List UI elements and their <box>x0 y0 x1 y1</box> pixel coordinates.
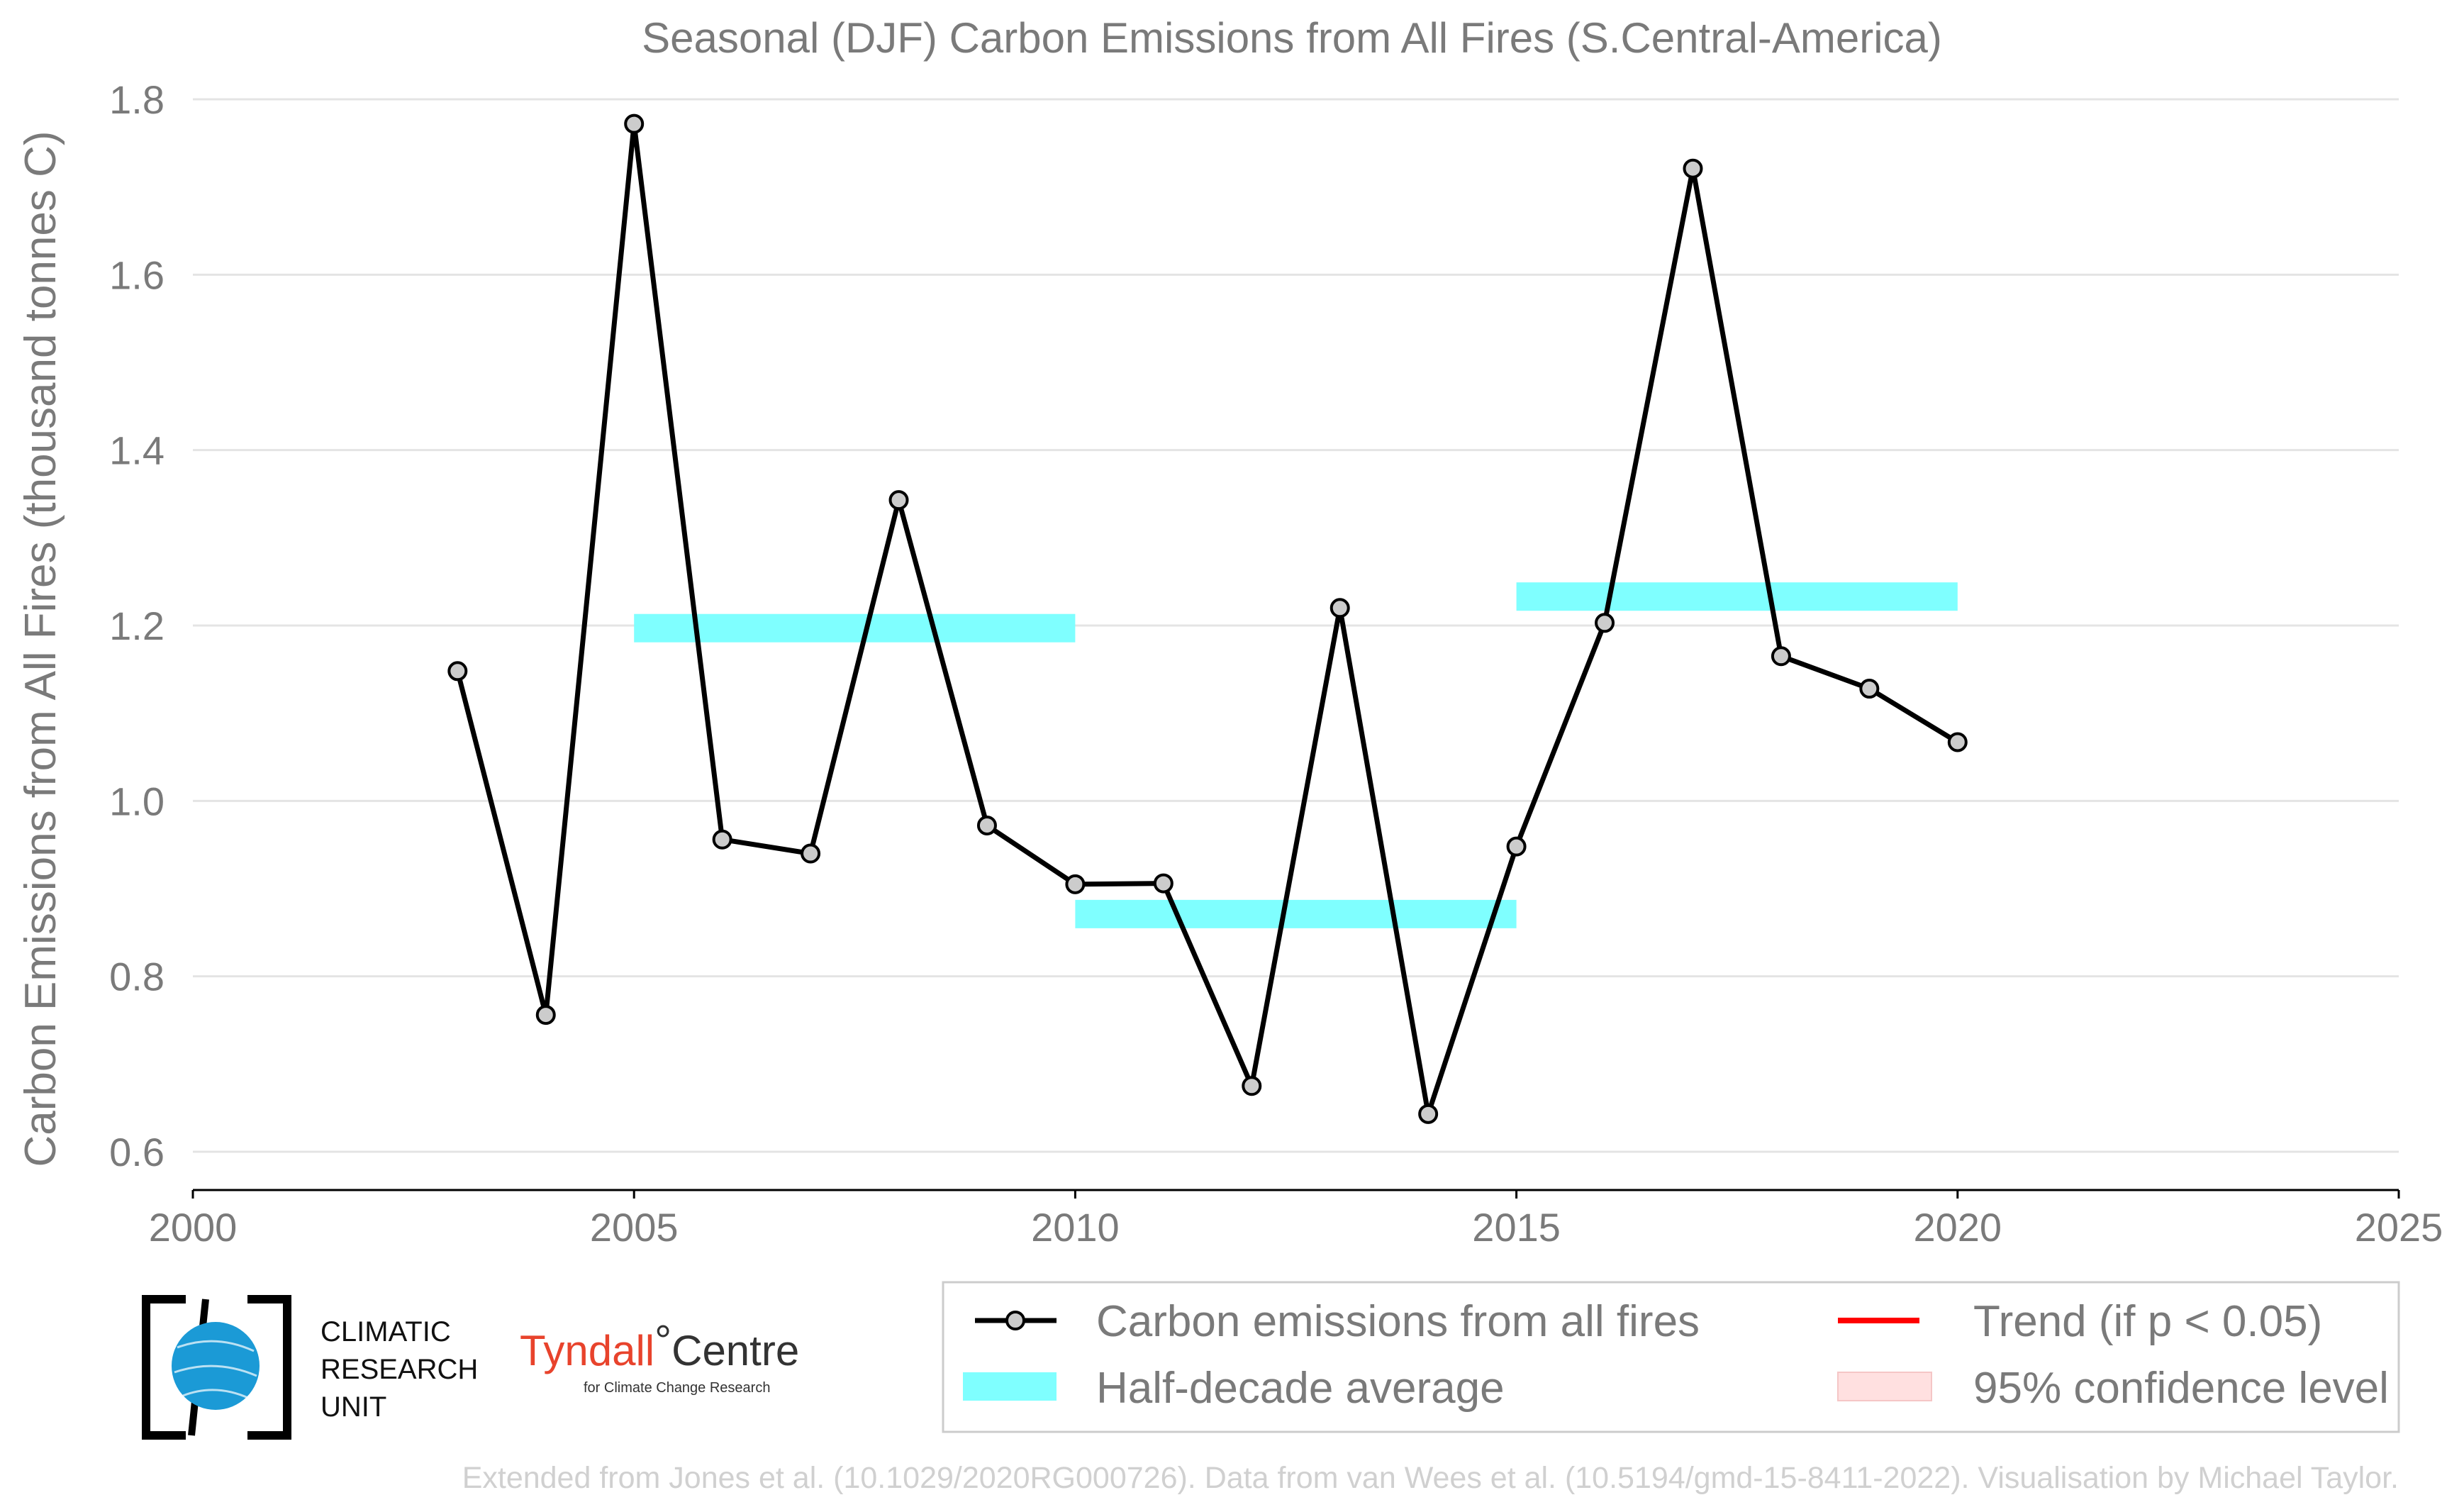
legend-label-half-decade: Half-decade average <box>1096 1364 1505 1413</box>
y-tick-label-0.8: 0.8 <box>109 955 165 999</box>
chart-title: Seasonal (DJF) Carbon Emissions from All… <box>642 14 1942 62</box>
data-point-2016 <box>1595 613 1615 633</box>
data-point-2018 <box>1771 646 1791 667</box>
cru-line-1: CLIMATIC <box>320 1316 451 1347</box>
y-tick-label-1.2: 1.2 <box>109 604 165 648</box>
y-tick-label-1.8: 1.8 <box>109 77 165 122</box>
legend-label-trend: Trend (if p < 0.05) <box>1973 1297 2322 1346</box>
data-point-2014 <box>1418 1104 1439 1124</box>
x-tick-label-2020: 2020 <box>1914 1205 2002 1250</box>
data-point-2008 <box>888 490 909 511</box>
x-tick-label-2025: 2025 <box>2355 1205 2443 1250</box>
legend-label-emissions: Carbon emissions from all fires <box>1096 1297 1700 1346</box>
data-point-2013 <box>1329 598 1350 618</box>
legend-frame <box>942 1281 2400 1433</box>
tyndall-subtitle: for Climate Change Research <box>584 1380 770 1396</box>
data-point-2004 <box>535 1005 556 1025</box>
data-point-2015 <box>1506 836 1527 857</box>
legend: Carbon emissions from all fires Trend (i… <box>942 1281 2400 1433</box>
legend-label-confidence: 95% confidence level <box>1973 1364 2389 1413</box>
data-point-2017 <box>1683 158 1703 179</box>
data-point-2006 <box>712 829 732 850</box>
x-tick-label-2005: 2005 <box>590 1205 679 1250</box>
half-decade-bar-1 <box>1075 899 1517 928</box>
data-point-2020 <box>1947 732 1968 752</box>
tyndall-logo: Tyndall°Centre for Climate Change Resear… <box>520 1317 799 1396</box>
emissions-markers <box>447 113 1968 1124</box>
data-point-2019 <box>1859 679 1880 699</box>
emissions-line <box>455 121 1959 1117</box>
emissions-series <box>455 121 1959 1117</box>
x-tick-label-2015: 2015 <box>1472 1205 1561 1250</box>
legend-half-decade-patch-icon <box>963 1372 1057 1401</box>
x-tick-labels: 2000 2005 2010 2015 2020 2025 <box>149 1190 2443 1250</box>
y-tick-label-1.0: 1.0 <box>109 779 165 823</box>
data-point-2011 <box>1153 873 1174 894</box>
y-tick-label-1.4: 1.4 <box>109 428 165 473</box>
data-point-2012 <box>1242 1076 1262 1096</box>
legend-confidence-patch-icon <box>1837 1372 1932 1401</box>
y-tick-label-1.6: 1.6 <box>109 252 165 297</box>
half-decade-bar-2 <box>1516 582 1958 611</box>
x-tick-label-2000: 2000 <box>149 1205 238 1250</box>
data-point-2010 <box>1065 874 1086 894</box>
y-axis-label: Carbon Emissions from All Fires (thousan… <box>16 130 65 1167</box>
y-tick-label-0.6: 0.6 <box>109 1130 165 1174</box>
cru-line-3: UNIT <box>320 1391 386 1423</box>
footer-credits: Extended from Jones et al. (10.1029/2020… <box>462 1461 2399 1495</box>
half-decade-bar-0 <box>634 613 1076 643</box>
legend-marker-icon <box>1005 1311 1025 1330</box>
data-point-2009 <box>976 815 997 835</box>
cru-line-2: RESEARCH <box>320 1354 478 1385</box>
data-point-2003 <box>447 661 468 682</box>
tyndall-wordmark: Tyndall°Centre <box>520 1317 799 1374</box>
gridlines <box>193 98 2399 1153</box>
x-tick-label-2010: 2010 <box>1031 1205 1120 1250</box>
y-tick-labels: 0.6 0.8 1.0 1.2 1.4 1.6 1.8 <box>109 77 165 1174</box>
cru-logo: CLIMATIC RESEARCH UNIT <box>142 1295 478 1440</box>
data-point-2005 <box>624 113 645 134</box>
half-decade-averages <box>634 582 1958 928</box>
data-point-2007 <box>801 843 821 864</box>
